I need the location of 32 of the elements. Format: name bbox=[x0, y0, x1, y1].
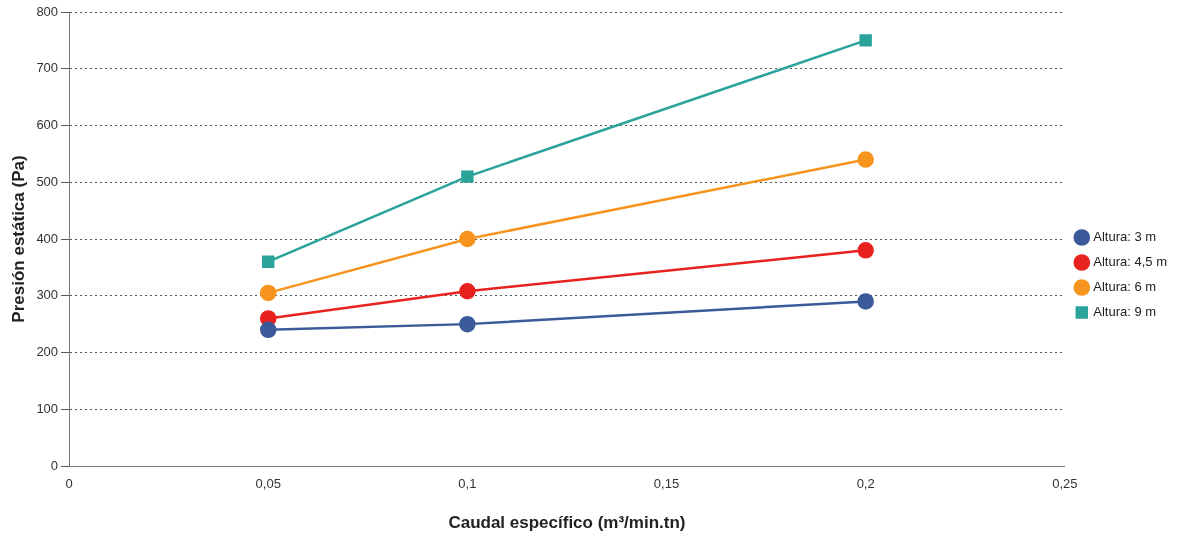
legend-label: Altura: 3 m bbox=[1093, 229, 1157, 245]
point bbox=[859, 34, 872, 47]
y-tick-label: 200 bbox=[36, 344, 59, 360]
x-tick-label: 0,25 bbox=[1052, 476, 1078, 492]
point bbox=[459, 282, 476, 300]
x-tick-label: 0 bbox=[65, 476, 73, 492]
legend-label: Altura: 6 m bbox=[1093, 279, 1157, 295]
x-axis-title: Caudal específico (m³/min.tn) bbox=[448, 513, 686, 533]
point bbox=[259, 321, 277, 339]
x-tick-label: 0,15 bbox=[653, 476, 680, 492]
y-tick-label: 0 bbox=[50, 457, 59, 473]
point bbox=[459, 230, 476, 248]
point bbox=[459, 315, 476, 333]
point bbox=[461, 170, 474, 183]
legend-label: Altura: 4,5 m bbox=[1093, 254, 1168, 270]
y-tick-label: 400 bbox=[36, 230, 59, 246]
y-tick-label: 600 bbox=[36, 117, 59, 133]
y-axis-title: Presión estática (Pa) bbox=[8, 155, 28, 323]
y-tick-label: 800 bbox=[36, 3, 59, 19]
y-tick-label: 700 bbox=[36, 60, 59, 76]
legend-label: Altura: 9 m bbox=[1093, 304, 1157, 320]
point bbox=[259, 284, 277, 302]
x-tick-label: 0,05 bbox=[255, 476, 281, 492]
point bbox=[262, 255, 275, 268]
y-tick-label: 100 bbox=[36, 400, 59, 416]
x-tick-label: 0,2 bbox=[856, 476, 875, 492]
y-tick-label: 300 bbox=[36, 287, 59, 303]
point bbox=[857, 242, 874, 259]
x-tick-label: 0,1 bbox=[458, 476, 477, 492]
point bbox=[857, 151, 874, 168]
y-tick-label: 500 bbox=[36, 173, 59, 189]
point bbox=[857, 293, 874, 310]
